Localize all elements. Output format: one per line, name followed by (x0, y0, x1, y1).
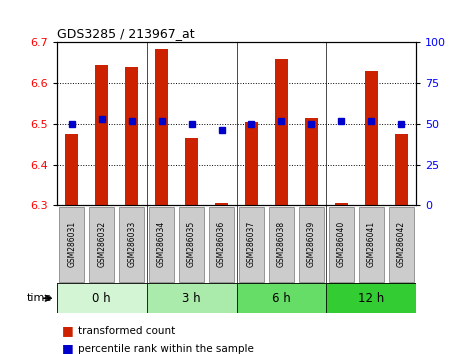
Bar (95, 65, 108, 205)
FancyBboxPatch shape (388, 207, 414, 282)
Text: 12 h: 12 h (358, 292, 385, 305)
Text: GSM286040: GSM286040 (337, 221, 346, 267)
FancyBboxPatch shape (236, 283, 326, 313)
FancyBboxPatch shape (239, 207, 264, 282)
Text: GSM286042: GSM286042 (397, 221, 406, 267)
FancyBboxPatch shape (149, 207, 175, 282)
Bar (65, 134, 79, 205)
FancyBboxPatch shape (57, 283, 416, 313)
FancyBboxPatch shape (57, 283, 147, 313)
FancyBboxPatch shape (359, 207, 384, 282)
Bar (125, 67, 139, 205)
FancyBboxPatch shape (326, 283, 416, 313)
Text: percentile rank within the sample: percentile rank within the sample (78, 344, 254, 354)
Text: 3 h: 3 h (182, 292, 201, 305)
FancyBboxPatch shape (147, 283, 236, 313)
Bar (305, 118, 318, 205)
Text: time: time (27, 293, 52, 303)
Text: GSM286035: GSM286035 (187, 221, 196, 267)
FancyBboxPatch shape (179, 207, 204, 282)
Text: GSM286033: GSM286033 (127, 221, 136, 267)
FancyBboxPatch shape (298, 207, 324, 282)
Text: 6 h: 6 h (272, 292, 291, 305)
Text: GSM286037: GSM286037 (247, 221, 256, 267)
Bar (275, 59, 288, 205)
FancyBboxPatch shape (119, 207, 144, 282)
Bar (185, 138, 198, 205)
Text: GSM286032: GSM286032 (97, 221, 106, 267)
Text: GSM286039: GSM286039 (307, 221, 316, 267)
FancyBboxPatch shape (89, 207, 114, 282)
Text: GDS3285 / 213967_at: GDS3285 / 213967_at (57, 27, 194, 40)
Text: GSM286031: GSM286031 (67, 221, 76, 267)
Bar (215, 203, 228, 205)
Text: GSM286038: GSM286038 (277, 221, 286, 267)
FancyBboxPatch shape (329, 207, 354, 282)
Bar (155, 48, 168, 205)
Text: GSM286041: GSM286041 (367, 221, 376, 267)
Bar (365, 71, 378, 205)
Text: 0 h: 0 h (92, 292, 111, 305)
Text: ■: ■ (61, 342, 73, 354)
FancyBboxPatch shape (59, 207, 85, 282)
FancyBboxPatch shape (209, 207, 234, 282)
Bar (334, 203, 348, 205)
Text: transformed count: transformed count (78, 326, 175, 336)
FancyBboxPatch shape (269, 207, 294, 282)
Text: ■: ■ (61, 325, 73, 337)
Text: GSM286034: GSM286034 (157, 221, 166, 267)
Bar (394, 134, 408, 205)
Bar (245, 122, 258, 205)
Text: GSM286036: GSM286036 (217, 221, 226, 267)
